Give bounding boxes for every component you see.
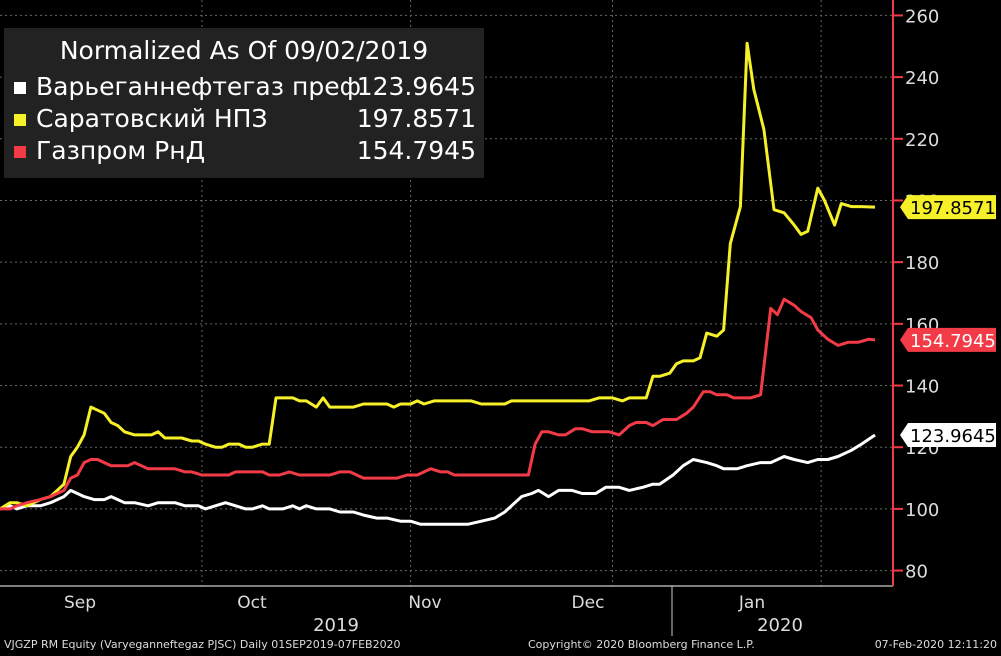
- series-line-1: [0, 433, 876, 526]
- legend-value: 154.7945: [356, 136, 476, 165]
- legend-item-saratov: Саратовский НПЗ 197.8571: [14, 104, 476, 134]
- x-month-label: Oct: [237, 593, 267, 613]
- series-line-3: [0, 297, 876, 511]
- x-month-label: Dec: [572, 593, 605, 613]
- footer-copyright: Copyright© 2020 Bloomberg Finance L.P.: [528, 638, 755, 651]
- x-axis-labels: Sep Oct Nov Dec Jan 2019 2020: [64, 586, 803, 636]
- legend-item-varyegan: Варьеганнефтегаз преф 123.9645: [14, 72, 476, 102]
- last-value-tag-label: 197.8571: [910, 198, 996, 219]
- y-axis-ticks: 80100120140160180200220240260: [893, 6, 939, 583]
- legend-label: Варьеганнефтегаз преф: [36, 72, 361, 101]
- last-value-tag-label: 123.9645: [910, 426, 996, 447]
- last-value-tag-bg: [900, 422, 996, 447]
- x-month-label: Jan: [738, 593, 765, 613]
- legend-swatch: [14, 146, 26, 158]
- last-value-tag-bg: [900, 195, 996, 220]
- y-tick-label: 100: [905, 500, 939, 521]
- chart-title: Normalized As Of 09/02/2019: [59, 36, 429, 65]
- legend-value: 123.9645: [356, 72, 476, 101]
- x-month-label: Nov: [408, 593, 441, 613]
- x-year-label: 2019: [313, 615, 359, 636]
- legend-swatch: [14, 114, 26, 126]
- x-month-label: Sep: [64, 593, 96, 613]
- series-lines: [0, 41, 876, 526]
- legend-label: Газпром РнД: [36, 136, 206, 165]
- y-tick-label: 220: [905, 130, 939, 151]
- last-value-tag-bg: [900, 327, 996, 352]
- x-year-label: 2020: [757, 615, 803, 636]
- legend-value: 197.8571: [356, 104, 476, 133]
- footer-timestamp: 07-Feb-2020 12:11:20: [874, 638, 997, 651]
- last-value-tags: 123.9645 197.8571 154.7945: [900, 195, 996, 447]
- y-tick-label: 80: [905, 562, 928, 583]
- series-line-2: [0, 41, 876, 511]
- y-tick-label: 140: [905, 377, 939, 398]
- y-tick-label: 240: [905, 68, 939, 89]
- legend-item-gazprom: Газпром РнД 154.7945: [14, 136, 476, 166]
- legend-label: Саратовский НПЗ: [36, 104, 268, 133]
- y-tick-label: 260: [905, 6, 939, 27]
- legend: Normalized As Of 09/02/2019 Варьеганнефт…: [4, 28, 484, 178]
- footer-ticker: VJGZP RM Equity (Varyeganneftegaz PJSC) …: [4, 638, 401, 651]
- y-tick-label: 180: [905, 253, 939, 274]
- last-value-tag-label: 154.7945: [910, 331, 996, 352]
- legend-swatch: [14, 82, 26, 94]
